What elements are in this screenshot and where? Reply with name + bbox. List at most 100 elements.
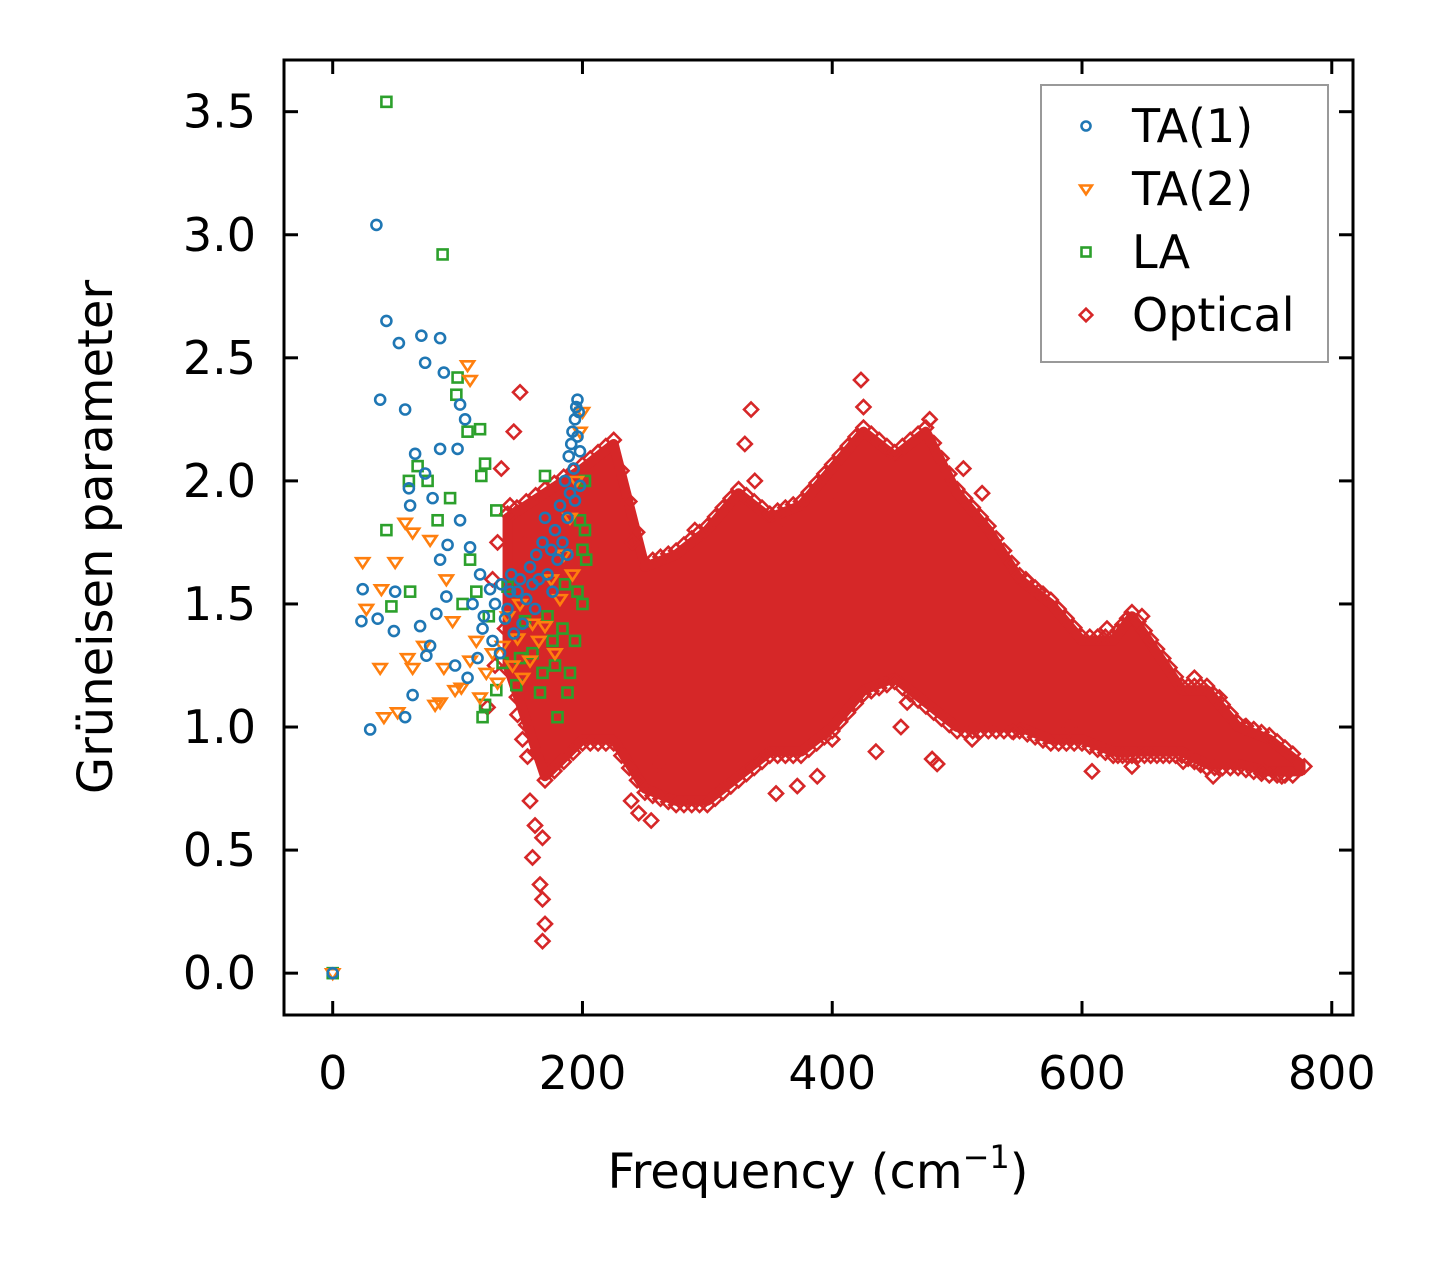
y-tick-label: 3.5 [183, 85, 256, 139]
ta-2--point [371, 662, 390, 677]
optical-point [760, 504, 779, 523]
optical-point [963, 498, 982, 517]
optical-point [545, 762, 564, 780]
circle-marker-icon [1080, 120, 1092, 132]
legend: TA(1) TA(2) LA Optical [1040, 84, 1329, 363]
optical-point [1198, 677, 1216, 695]
ta-1--point [529, 548, 543, 562]
legend-item: TA(2) [1077, 162, 1253, 216]
optical-point [536, 915, 554, 933]
plot-marks [323, 95, 1314, 982]
optical-point [773, 508, 792, 527]
ta-2--point [421, 534, 440, 549]
ta-1--point [476, 622, 489, 635]
ta-1--point [387, 624, 401, 638]
optical-point [792, 492, 810, 511]
ta-1--point [363, 723, 377, 736]
optical-point [723, 496, 742, 515]
optical-point [526, 743, 545, 762]
ta-1--point [451, 442, 464, 456]
ta-1--point [477, 609, 491, 623]
optical-point [554, 752, 573, 771]
la-point [538, 469, 552, 483]
optical-point [1113, 615, 1132, 634]
ta-2--point [353, 556, 372, 571]
optical-point [1133, 607, 1151, 626]
ta-1--point [471, 651, 484, 665]
ta-1--point [541, 568, 554, 581]
optical-point [870, 679, 888, 697]
optical-point [807, 474, 826, 492]
optical-point [1295, 757, 1314, 776]
la-point [571, 585, 584, 598]
optical-point [1204, 767, 1222, 786]
ta-1--point [513, 573, 527, 586]
ta-2--point [513, 672, 532, 686]
ta-1--point [371, 612, 384, 626]
ta-2--point [503, 660, 522, 674]
ta-1--point [433, 553, 447, 566]
y-tick-label: 1.0 [183, 700, 256, 754]
ta-2--point [446, 684, 465, 699]
la-point [556, 622, 569, 635]
optical-point [979, 517, 998, 535]
optical-point [823, 722, 842, 740]
optical-point [492, 459, 511, 478]
optical-point [1272, 767, 1291, 786]
ta-1--point [568, 494, 582, 507]
la-point [518, 614, 532, 628]
ta-2--point [461, 374, 480, 389]
plot-frame [282, 58, 1355, 1017]
optical-point [1083, 762, 1101, 781]
la-point [561, 686, 574, 699]
optical-point [987, 529, 1005, 548]
la-point [475, 469, 488, 483]
legend-label: LA [1132, 225, 1191, 279]
ta-1--point [406, 688, 419, 702]
ta-1--point [551, 553, 564, 566]
optical-point [920, 410, 939, 429]
la-point [402, 474, 416, 488]
ta-1--point [380, 314, 393, 328]
ta-1--point [370, 218, 383, 232]
x-axis-label: Frequency (cm−1) [607, 1138, 1028, 1200]
optical-point [784, 495, 803, 514]
la-point [568, 634, 582, 648]
optical-point [636, 554, 654, 572]
optical-point [1235, 718, 1254, 736]
optical-point [604, 734, 623, 753]
optical-point [839, 703, 857, 722]
optical-point [629, 804, 648, 823]
axis-ticks: 0 200 400 600 800 0.0 0.5 1.0 1.5 2.0 2.5 3.0 3.5 [183, 60, 1376, 1100]
optical-point [659, 544, 678, 563]
optical-point [526, 816, 544, 835]
ta-1--point [437, 366, 451, 379]
optical-point [742, 400, 760, 419]
optical-point [956, 489, 974, 508]
y-tick-label: 3.0 [183, 208, 256, 262]
optical-point [622, 792, 641, 810]
la-point [526, 646, 539, 660]
optical-point [928, 755, 946, 773]
optical-point [1283, 766, 1302, 785]
legend-item: LA [1080, 225, 1191, 279]
la-point [411, 459, 424, 473]
la-point [551, 710, 564, 724]
optical-point [620, 759, 639, 777]
ta-1--point [388, 585, 402, 598]
ta-1--point [488, 597, 502, 611]
ta-2--point [452, 682, 471, 696]
la-point [461, 425, 474, 438]
ta-1--point [441, 538, 454, 552]
ta-2--point [374, 711, 393, 726]
optical-point [1002, 554, 1021, 572]
optical-point [714, 498, 732, 517]
ta-2--point [437, 574, 456, 588]
ta-1--point [483, 582, 497, 596]
ta-1--point [562, 449, 576, 463]
ta-1--point [392, 336, 406, 350]
la-point [380, 95, 393, 109]
optical-point [513, 730, 532, 749]
y-tick-label: 1.5 [183, 577, 256, 631]
